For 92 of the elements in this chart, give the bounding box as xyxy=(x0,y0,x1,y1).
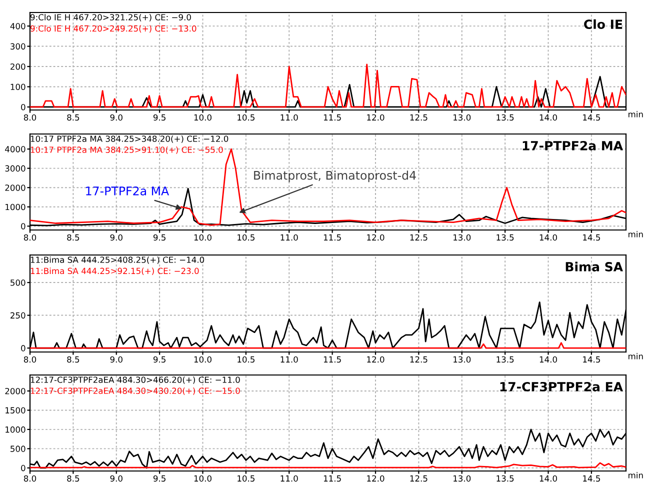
text: 10:17 PTPF2a MA 384.25>348.20(+) CE: −12.0 xyxy=(30,135,228,143)
text: 9:Clo IE H 467.20>249.25(+) CE: −13.0 xyxy=(30,25,196,33)
x-tick-label: 8.0 xyxy=(24,114,36,121)
x-tick-label: 12.0 xyxy=(367,475,384,482)
x-tick-label: 13.5 xyxy=(496,234,514,241)
x-tick-label: 9.5 xyxy=(153,114,166,121)
x-tick-label: 9.0 xyxy=(110,475,122,482)
y-tick-label: 0 xyxy=(21,345,26,352)
x-tick-label: 8.0 xyxy=(24,356,36,363)
x-tick-label: 14.5 xyxy=(583,475,600,482)
y-tick-label: 0 xyxy=(21,104,26,110)
text: 11:Bima SA 444.25>92.15(+) CE: −23.0 xyxy=(30,268,199,276)
x-tick-label: 13.0 xyxy=(454,356,471,363)
y-tick-label: 500 xyxy=(10,280,26,286)
x-tick-label: 10.5 xyxy=(238,234,254,241)
x-tick-label: 8.5 xyxy=(67,356,80,363)
x-tick-label: 11.5 xyxy=(324,356,341,363)
x-axis-title: min xyxy=(628,110,643,118)
x-tick-label: 11.5 xyxy=(324,475,341,482)
x-tick-label: 11.0 xyxy=(280,356,298,363)
x-tick-label: 14.5 xyxy=(583,234,600,241)
x-axis-title: min xyxy=(628,230,643,238)
x-tick-label: 14.0 xyxy=(540,234,557,241)
x-tick-label: 13.5 xyxy=(496,114,514,121)
x-tick-label: 12.0 xyxy=(367,356,384,363)
y-tick-label: 250 xyxy=(10,312,26,319)
x-tick-label: 10.0 xyxy=(194,114,212,121)
y-tick-label: 2000 xyxy=(5,388,26,394)
x-tick-label: 8.0 xyxy=(24,234,36,241)
x-tick-label: 13.5 xyxy=(496,356,514,363)
chart-title: 17-CF3PTPF2a EA xyxy=(500,382,623,392)
y-tick-label: 300 xyxy=(10,43,26,50)
y-tick-label: 100 xyxy=(10,84,26,90)
x-tick-label: 10.0 xyxy=(194,475,212,482)
x-tick-label: 12.5 xyxy=(410,234,428,241)
x-tick-label: 11.0 xyxy=(280,114,298,121)
y-tick-label: 0 xyxy=(21,223,26,230)
x-tick-label: 9.5 xyxy=(153,356,166,363)
text: 11:Bima SA 444.25>408.25(+) CE: −14.0 xyxy=(30,256,204,264)
x-tick-label: 14.5 xyxy=(583,356,600,363)
x-tick-label: 14.0 xyxy=(540,114,557,121)
x-tick-label: 13.0 xyxy=(454,234,471,241)
x-tick-label: 9.5 xyxy=(153,475,166,482)
x-tick-label: 9.5 xyxy=(153,234,166,241)
series-label: 10:17 PTPF2a MA 384.25>91.10(+) CE: −55.0 xyxy=(30,146,223,154)
y-tick-label: 500 xyxy=(10,446,26,452)
y-tick-label: 1000 xyxy=(6,204,26,210)
x-tick-label: 13.5 xyxy=(496,475,514,482)
x-tick-label: 13.0 xyxy=(454,114,471,121)
chart-title: Clo IE xyxy=(584,19,622,29)
x-tick-label: 9.0 xyxy=(110,356,122,363)
y-tick-label: 1500 xyxy=(6,407,26,414)
x-tick-label: 8.5 xyxy=(67,475,80,482)
x-tick-label: 8.0 xyxy=(24,475,36,482)
text: 9:Clo IE H 467.20>321.25(+) CE: −9.0 xyxy=(30,14,191,22)
x-tick-label: 11.5 xyxy=(324,234,341,241)
x-tick-label: 10.0 xyxy=(194,234,212,241)
x-tick-label: 10.0 xyxy=(194,356,212,363)
chart-title: Bima SA xyxy=(566,262,623,272)
x-tick-label: 10.5 xyxy=(238,356,254,363)
x-tick-label: 13.0 xyxy=(454,475,471,482)
x-axis-title: min xyxy=(628,352,643,360)
x-tick-label: 14.0 xyxy=(540,356,557,363)
y-tick-label: 3000 xyxy=(5,165,26,172)
x-tick-label: 8.5 xyxy=(67,114,80,121)
y-tick-label: 400 xyxy=(10,23,26,30)
annotation: 17-PTPF2a MA xyxy=(86,186,169,196)
x-tick-label: 14.0 xyxy=(540,475,557,482)
text: 12:17-CF3PTPF2aEA 484.30>430.20(+) CE: −15.0 xyxy=(30,387,240,395)
x-tick-label: 9.0 xyxy=(110,114,122,121)
text: 12:17-CF3PTPF2aEA 484.30>466.20(+) CE: −11.0 xyxy=(30,376,240,384)
x-tick-label: 12.5 xyxy=(410,475,428,482)
x-tick-label: 11.0 xyxy=(280,475,298,482)
y-tick-label: 2000 xyxy=(5,184,26,191)
chart-title: 17-PTPF2a MA xyxy=(522,140,623,150)
x-tick-label: 10.5 xyxy=(238,114,254,121)
x-tick-label: 12.5 xyxy=(410,114,428,121)
x-tick-label: 12.0 xyxy=(367,114,384,121)
x-tick-label: 9.0 xyxy=(110,234,122,241)
x-tick-label: 12.0 xyxy=(367,234,384,241)
x-tick-label: 10.5 xyxy=(238,475,254,482)
x-tick-label: 11.5 xyxy=(324,114,341,121)
x-axis-title: min xyxy=(628,472,643,478)
y-tick-label: 4000 xyxy=(5,146,26,152)
x-tick-label: 8.5 xyxy=(67,234,80,241)
x-tick-label: 11.0 xyxy=(280,234,298,241)
x-tick-label: 14.5 xyxy=(583,114,600,121)
annotation: Bimatprost, Bimatoprost-d4 xyxy=(254,170,416,182)
x-tick-label: 12.5 xyxy=(410,356,428,363)
y-tick-label: 200 xyxy=(10,63,26,70)
y-tick-label: 1000 xyxy=(6,426,26,433)
y-tick-label: 0 xyxy=(21,464,26,472)
